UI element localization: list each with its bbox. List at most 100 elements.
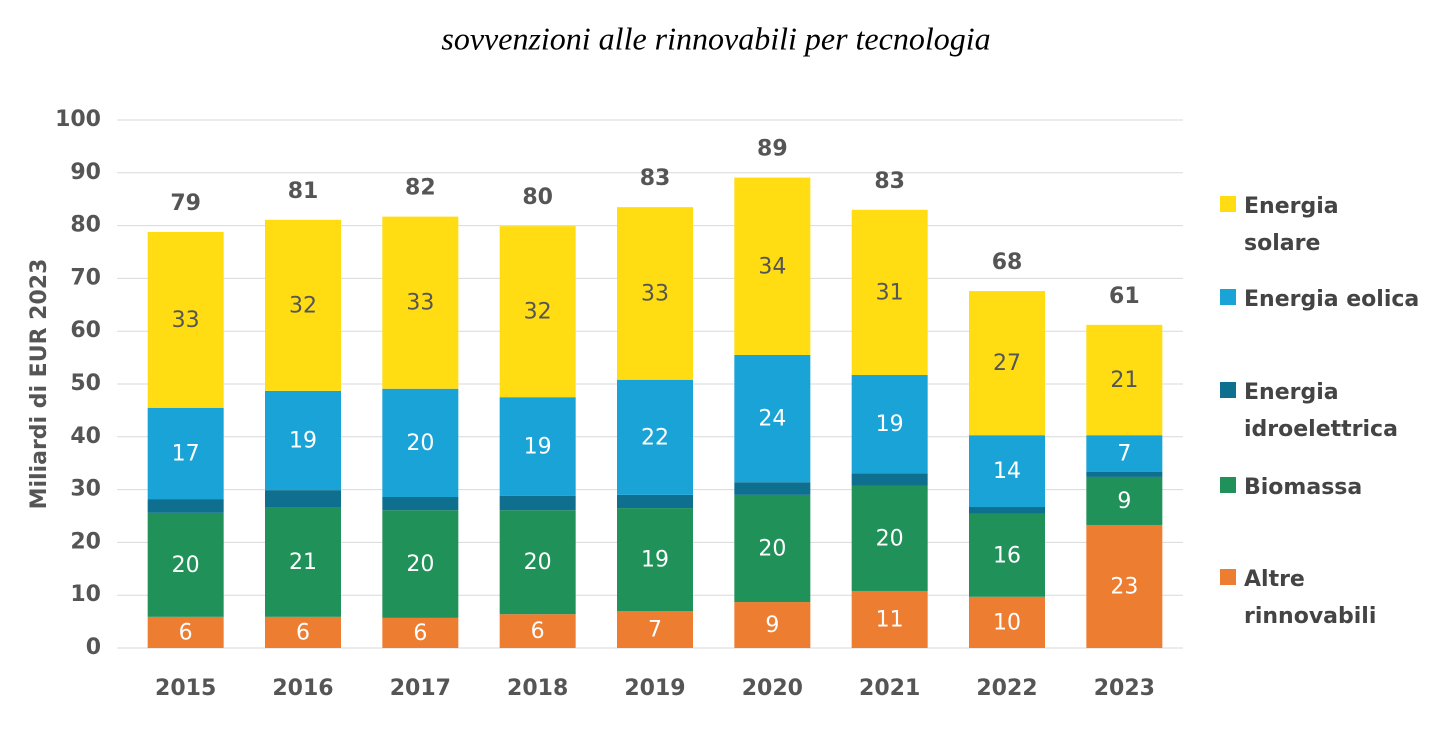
data-label: 21 (1110, 368, 1138, 393)
legend-item: Energia solare (1220, 188, 1420, 262)
data-label: 17 (172, 441, 200, 466)
bar-segment (1086, 476, 1163, 525)
data-label: 19 (876, 412, 904, 437)
x-tick-label: 2019 (624, 676, 685, 701)
bar-segment (382, 388, 459, 497)
data-label: 19 (641, 548, 669, 573)
x-tick-label: 2015 (155, 676, 216, 701)
y-tick-label: 50 (70, 371, 101, 396)
data-label: 32 (524, 300, 552, 325)
y-tick-label: 0 (86, 635, 101, 660)
data-label: 6 (179, 620, 193, 645)
bar-segment (969, 435, 1045, 508)
bar-segment (969, 507, 1045, 514)
data-label: 33 (641, 281, 669, 306)
bar-segment (147, 512, 224, 617)
data-label: 10 (993, 610, 1021, 635)
bar-segment (617, 379, 693, 495)
data-label: 7 (1117, 441, 1131, 466)
total-label: 81 (288, 179, 319, 204)
data-label: 6 (531, 619, 545, 644)
x-tick-label: 2016 (272, 676, 333, 701)
y-tick-label: 10 (70, 582, 101, 607)
data-label: 34 (758, 254, 786, 279)
total-label: 79 (170, 191, 201, 216)
data-label: 20 (406, 552, 434, 577)
bar-segment (1086, 471, 1163, 477)
bar-segment (851, 375, 928, 474)
data-label: 33 (406, 291, 434, 316)
bar-segment (499, 226, 576, 398)
bar-segment (1086, 435, 1163, 472)
legend-label: Energia idroelettrica (1244, 380, 1398, 442)
total-label: 80 (522, 185, 553, 210)
bar-segment (499, 614, 576, 648)
data-label: 20 (758, 536, 786, 561)
y-tick-label: 40 (70, 424, 101, 449)
legend-item: Biomassa (1220, 469, 1420, 506)
data-label: 20 (172, 553, 200, 578)
bar-segment (147, 616, 224, 648)
data-label: 33 (172, 308, 200, 333)
legend-swatch (1220, 289, 1236, 305)
legend-swatch (1220, 569, 1236, 585)
data-label: 24 (758, 407, 786, 432)
bar-segment (382, 617, 459, 648)
x-tick-label: 2022 (976, 676, 1037, 701)
bar-segment (851, 485, 928, 591)
bar-segment (851, 590, 928, 648)
y-tick-label: 90 (70, 160, 101, 185)
legend-label: Biomassa (1244, 475, 1363, 500)
bar-segment (499, 510, 576, 615)
legend-label: Energia solare (1244, 194, 1339, 256)
data-label: 9 (765, 613, 779, 638)
bar-segment (1086, 524, 1163, 648)
x-tick-label: 2020 (742, 676, 803, 701)
bar-segment (147, 231, 224, 408)
bar-segment (617, 494, 693, 509)
bar-segment (734, 602, 811, 648)
data-label: 20 (524, 550, 552, 575)
total-label: 68 (992, 250, 1023, 275)
y-tick-label: 60 (70, 318, 101, 343)
data-label: 6 (413, 621, 427, 646)
legend-item: Energia eolica (1220, 281, 1420, 318)
y-tick-label: 30 (70, 477, 101, 502)
x-tick-label: 2018 (507, 676, 568, 701)
bar-segment (382, 496, 459, 511)
bar-segment (734, 482, 811, 495)
legend-item: Altre rinnovabili (1220, 561, 1420, 635)
bar-segment (265, 219, 341, 391)
data-label: 31 (876, 280, 904, 305)
data-label: 22 (641, 425, 669, 450)
y-tick-label: 80 (70, 213, 101, 238)
legend-swatch (1220, 196, 1236, 212)
chart-title: sovvenzioni alle rinnovabili per tecnolo… (441, 20, 990, 56)
bar-segment (382, 510, 459, 618)
bar-segment (147, 407, 224, 500)
data-label: 32 (289, 293, 317, 318)
legend-swatch (1220, 477, 1236, 493)
total-label: 83 (874, 169, 905, 194)
total-label: 82 (405, 176, 436, 201)
legend-swatch (1220, 382, 1236, 398)
data-label: 6 (296, 620, 310, 645)
bar-segment (265, 390, 341, 491)
bar-segment (969, 596, 1045, 648)
bar-segment (617, 508, 693, 612)
data-label: 16 (993, 543, 1021, 568)
total-label: 83 (640, 166, 671, 191)
bar-segment (734, 177, 811, 355)
bar-segment (499, 495, 576, 511)
bar-segment (265, 490, 341, 508)
bar-segment (265, 507, 341, 617)
bar-segment (969, 513, 1045, 597)
bar-segment (734, 494, 811, 603)
data-label: 7 (648, 618, 662, 643)
data-label: 14 (993, 459, 1021, 484)
data-label: 20 (406, 431, 434, 456)
bar-segment (382, 216, 459, 389)
data-label: 19 (289, 428, 317, 453)
data-label: 9 (1117, 489, 1131, 514)
